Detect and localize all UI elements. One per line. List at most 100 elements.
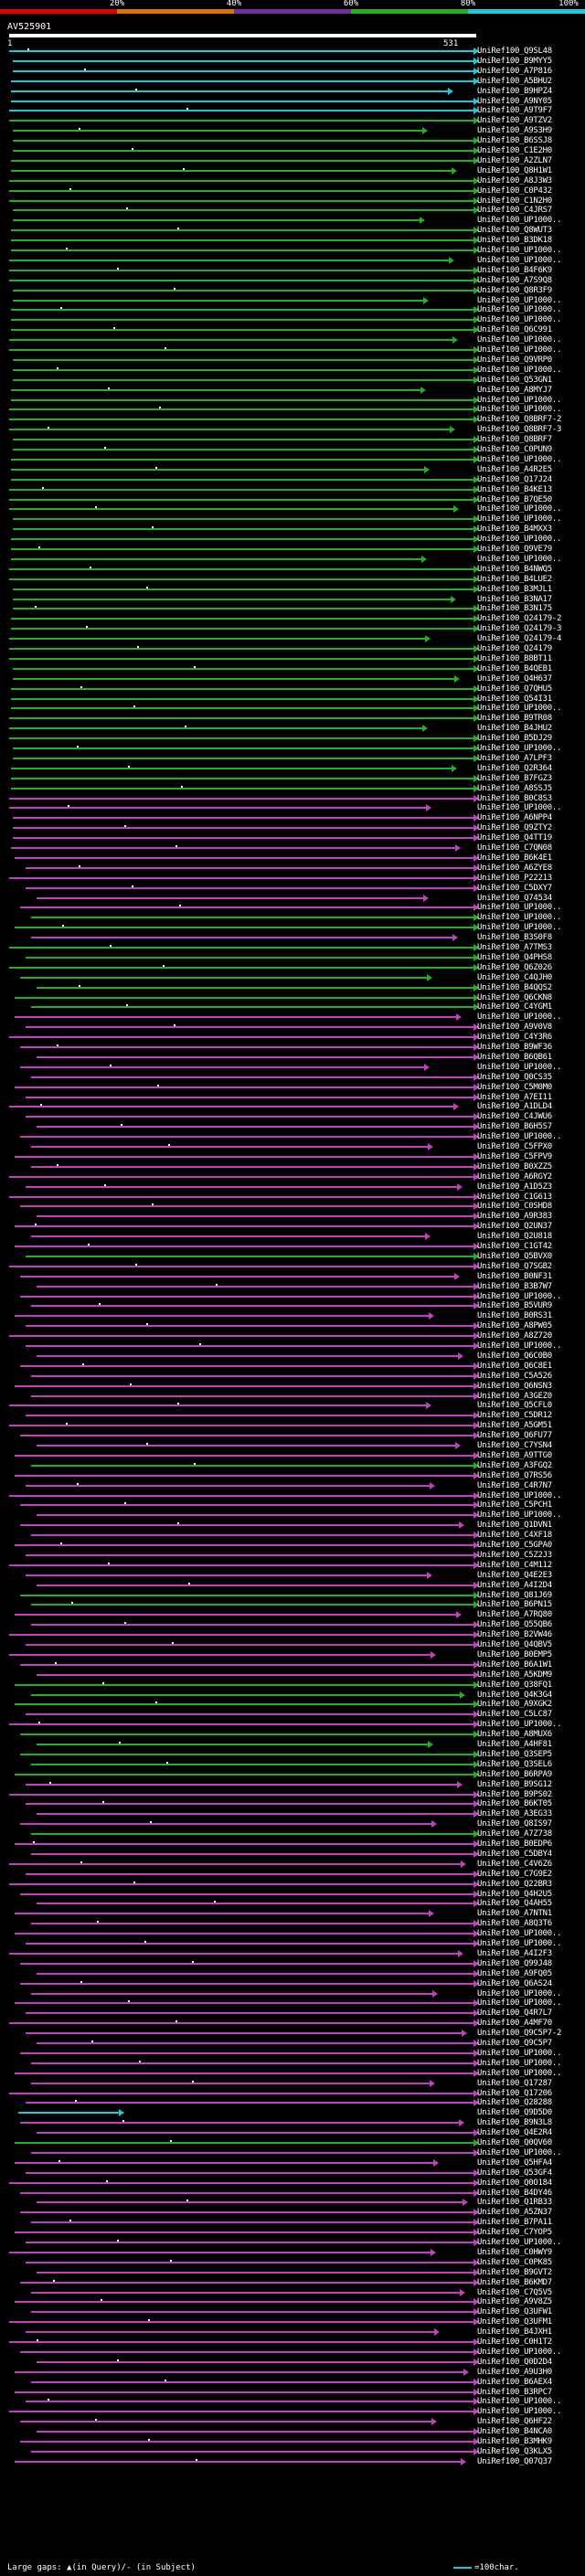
hit-label[interactable]: UniRef100_Q7SGB2 (477, 1262, 552, 1271)
hit-label[interactable]: UniRef100_Q8WUT3 (477, 226, 552, 235)
hit-label[interactable]: UniRef100_C0H1T2 (477, 2337, 552, 2347)
hit-label[interactable]: UniRef100_C5DXY7 (477, 884, 552, 893)
hit-label[interactable]: UniRef100_B3RPC7 (477, 2388, 552, 2397)
hit-label[interactable]: UniRef100_Q4R7L7 (477, 2009, 552, 2018)
hit-label[interactable]: UniRef100_C0PUN9 (477, 445, 552, 454)
hit-label[interactable]: UniRef100_Q6CKN8 (477, 993, 552, 1002)
hit-label[interactable]: UniRef100_Q07Q37 (477, 2457, 552, 2466)
hit-label[interactable]: UniRef100_B7FGZ3 (477, 774, 552, 783)
hit-label[interactable]: UniRef100_Q1RB33 (477, 2198, 552, 2207)
hit-label[interactable]: UniRef100_UP1000.. (477, 256, 562, 265)
hit-label[interactable]: UniRef100_C7YOP5 (477, 2228, 552, 2237)
hit-label[interactable]: UniRef100_Q3SEP5 (477, 1750, 552, 1759)
hit-label[interactable]: UniRef100_B6KT05 (477, 1799, 552, 1808)
hit-label[interactable]: UniRef100_B3MJL1 (477, 585, 552, 594)
hit-label[interactable]: UniRef100_UP1000.. (477, 1929, 562, 1938)
hit-label[interactable]: UniRef100_UP1000.. (477, 2049, 562, 2058)
hit-label[interactable]: UniRef100_C0HWY9 (477, 2248, 552, 2257)
hit-label[interactable]: UniRef100_B6A1W1 (477, 1660, 552, 1670)
hit-label[interactable]: UniRef100_A8J3W3 (477, 176, 552, 186)
hit-label[interactable]: UniRef100_B9N3L8 (477, 2118, 552, 2127)
hit-label[interactable]: UniRef100_A9U3H0 (477, 2368, 552, 2377)
hit-label[interactable]: UniRef100_UP1000.. (477, 903, 562, 912)
hit-label[interactable]: UniRef100_B9GVT2 (477, 2268, 552, 2277)
hit-label[interactable]: UniRef100_Q24179-2 (477, 614, 562, 623)
hit-label[interactable]: UniRef100_Q9C5P7-2 (477, 2029, 562, 2038)
hit-label[interactable]: UniRef100_Q4TT19 (477, 833, 552, 843)
hit-label[interactable]: UniRef100_UP1000.. (477, 2238, 562, 2247)
hit-label[interactable]: UniRef100_UP1000.. (477, 704, 562, 713)
hit-label[interactable]: UniRef100_B0XZZ5 (477, 1162, 552, 1171)
hit-label[interactable]: UniRef100_Q8R3F9 (477, 286, 552, 295)
hit-label[interactable]: UniRef100_Q38FQ1 (477, 1680, 552, 1690)
hit-label[interactable]: UniRef100_UP1000.. (477, 296, 562, 305)
hit-label[interactable]: UniRef100_B9TR08 (477, 714, 552, 723)
hit-label[interactable]: UniRef100_B6PN15 (477, 1600, 552, 1609)
hit-label[interactable]: UniRef100_B9HPZ4 (477, 87, 552, 96)
hit-label[interactable]: UniRef100_B5VUR9 (477, 1301, 552, 1310)
hit-label[interactable]: UniRef100_B0EMP5 (477, 1650, 552, 1659)
hit-label[interactable]: UniRef100_A5KDM9 (477, 1670, 552, 1680)
hit-label[interactable]: UniRef100_Q6Z026 (477, 963, 552, 972)
hit-label[interactable]: UniRef100_C5A526 (477, 1372, 552, 1381)
hit-label[interactable]: UniRef100_C5GPA0 (477, 1541, 552, 1550)
hit-label[interactable]: UniRef100_UP1000.. (477, 2148, 562, 2157)
hit-label[interactable]: UniRef100_UP1000.. (477, 216, 562, 225)
hit-label[interactable]: UniRef100_UP1000.. (477, 1720, 562, 1729)
hit-label[interactable]: UniRef100_B6H5S7 (477, 1122, 552, 1131)
hit-label[interactable]: UniRef100_C1N2H0 (477, 196, 552, 206)
hit-label[interactable]: UniRef100_A3GEZ0 (477, 1392, 552, 1401)
hit-label[interactable]: UniRef100_B9MYY5 (477, 57, 552, 66)
hit-label[interactable]: UniRef100_UP1000.. (477, 1491, 562, 1500)
hit-label[interactable]: UniRef100_UP1000.. (477, 2348, 562, 2357)
hit-label[interactable]: UniRef100_C5Z2J3 (477, 1551, 552, 1560)
hit-label[interactable]: UniRef100_B7QE50 (477, 495, 552, 504)
hit-label[interactable]: UniRef100_Q6NSN3 (477, 1382, 552, 1391)
hit-label[interactable]: UniRef100_Q9VE79 (477, 545, 552, 554)
hit-label[interactable]: UniRef100_C7YSN4 (477, 1441, 552, 1450)
hit-label[interactable]: UniRef100_Q4H2U5 (477, 1890, 552, 1899)
hit-label[interactable]: UniRef100_UP1000.. (477, 2407, 562, 2416)
hit-label[interactable]: UniRef100_C5FPX0 (477, 1142, 552, 1151)
hit-label[interactable]: UniRef100_UP1000.. (477, 2397, 562, 2406)
hit-label[interactable]: UniRef100_Q99J48 (477, 1959, 552, 1968)
hit-label[interactable]: UniRef100_Q8BRF7-3 (477, 425, 562, 434)
hit-label[interactable]: UniRef100_A7TMS3 (477, 943, 552, 952)
hit-label[interactable]: UniRef100_UP1000.. (477, 514, 562, 524)
hit-label[interactable]: UniRef100_Q9VRP0 (477, 355, 552, 365)
hit-label[interactable]: UniRef100_Q4PHS8 (477, 953, 552, 962)
hit-label[interactable]: UniRef100_B0RS31 (477, 1311, 552, 1320)
hit-label[interactable]: UniRef100_UP1000.. (477, 504, 562, 514)
hit-label[interactable]: UniRef100_Q1DVN1 (477, 1521, 552, 1530)
hit-label[interactable]: UniRef100_Q4AH55 (477, 1899, 552, 1908)
hit-label[interactable]: UniRef100_C5M0M0 (477, 1083, 552, 1092)
hit-label[interactable]: UniRef100_A4HF81 (477, 1740, 552, 1749)
hit-label[interactable]: UniRef100_A9XGK2 (477, 1700, 552, 1709)
hit-label[interactable]: UniRef100_Q6C8E1 (477, 1362, 552, 1371)
hit-label[interactable]: UniRef100_B3MHK9 (477, 2437, 552, 2446)
hit-label[interactable]: UniRef100_A8Q3T6 (477, 1919, 552, 1928)
hit-label[interactable]: UniRef100_B3B7W7 (477, 1282, 552, 1291)
hit-label[interactable]: UniRef100_Q81J69 (477, 1591, 552, 1600)
hit-label[interactable]: UniRef100_C5DR12 (477, 1411, 552, 1420)
hit-label[interactable]: UniRef100_UP1000.. (477, 1292, 562, 1301)
hit-label[interactable]: UniRef100_C0SHD8 (477, 1202, 552, 1211)
hit-label[interactable]: UniRef100_B4KE13 (477, 485, 552, 494)
hit-label[interactable]: UniRef100_Q3UFW1 (477, 2307, 552, 2316)
hit-label[interactable]: UniRef100_Q0QV60 (477, 2138, 552, 2147)
hit-label[interactable]: UniRef100_B4F6K9 (477, 266, 552, 275)
hit-label[interactable]: UniRef100_A7NTN1 (477, 1909, 552, 1918)
hit-label[interactable]: UniRef100_Q54I31 (477, 694, 552, 704)
hit-label[interactable]: UniRef100_A8MUX6 (477, 1730, 552, 1739)
hit-label[interactable]: UniRef100_C1E2H0 (477, 146, 552, 155)
hit-label[interactable]: UniRef100_Q9C5P7 (477, 2039, 552, 2048)
hit-label[interactable]: UniRef100_Q28288 (477, 2098, 552, 2107)
hit-label[interactable]: UniRef100_B6QB61 (477, 1053, 552, 1062)
hit-label[interactable]: UniRef100_C4QJH0 (477, 973, 552, 982)
hit-label[interactable]: UniRef100_A1D5Z3 (477, 1182, 552, 1192)
hit-label[interactable]: UniRef100_UP1000.. (477, 1012, 562, 1022)
hit-label[interactable]: UniRef100_C5PCH1 (477, 1500, 552, 1510)
hit-label[interactable]: UniRef100_Q4K3G4 (477, 1691, 552, 1700)
hit-label[interactable]: UniRef100_Q4E2R4 (477, 2128, 552, 2137)
hit-label[interactable]: UniRef100_Q4H637 (477, 674, 552, 684)
